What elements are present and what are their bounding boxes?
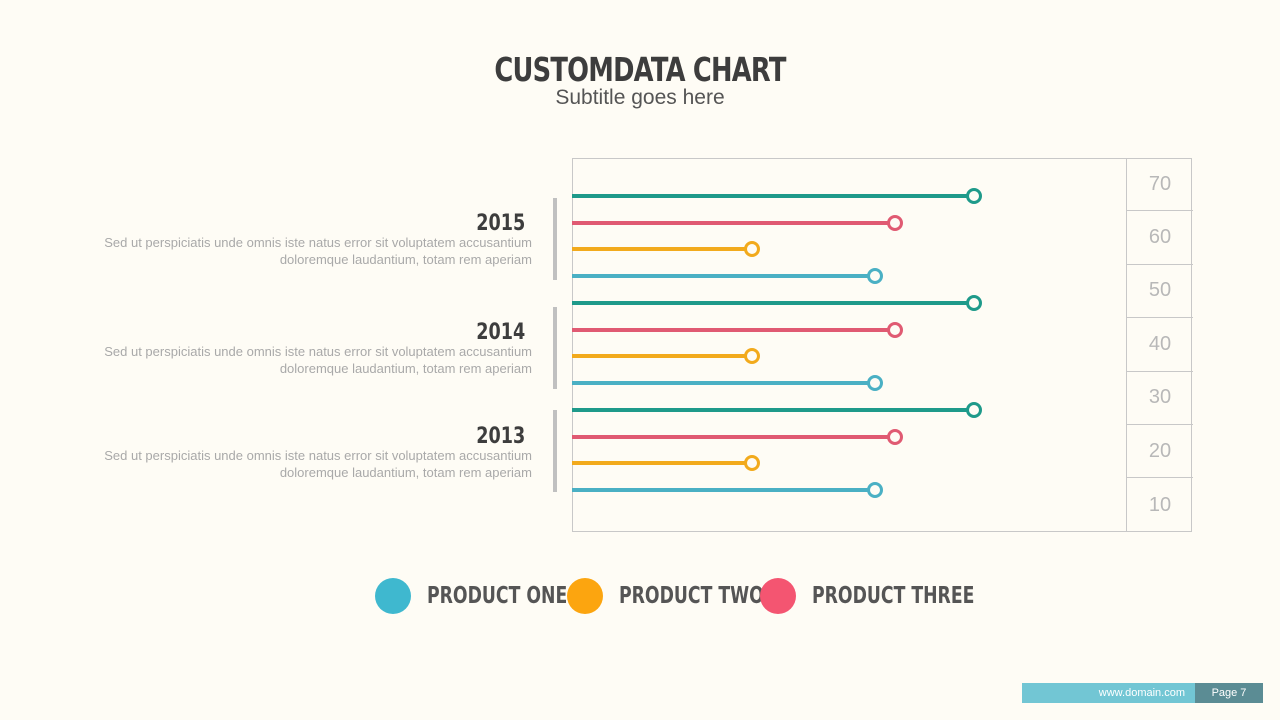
bar: [572, 194, 969, 198]
bar: [572, 274, 870, 279]
bar-endpoint-marker: [867, 482, 884, 499]
bar-endpoint-marker: [867, 268, 884, 285]
group-description: Sed ut perspiciatis unde omnis iste natu…: [104, 448, 532, 480]
group-divider: [553, 307, 557, 389]
legend-swatch-icon: [760, 578, 796, 614]
scale-label: 10: [1126, 478, 1193, 532]
legend-swatch-icon: [375, 578, 411, 614]
scale-column: 70 60 50 40 30 20 10: [1126, 158, 1193, 532]
scale-label: 40: [1126, 318, 1193, 372]
scale-label: 20: [1126, 424, 1193, 479]
bar-endpoint-marker: [744, 455, 761, 472]
group-year: 2013: [476, 424, 525, 449]
bar: [572, 327, 890, 332]
bar: [572, 301, 969, 305]
page-number: Page 7: [1195, 683, 1263, 703]
bar-endpoint-marker: [744, 241, 761, 258]
bar-endpoint-marker: [966, 402, 983, 418]
legend-item-product-one: PRODUCT ONE: [375, 578, 614, 614]
bar-endpoint-marker: [887, 428, 904, 445]
bar: [572, 488, 870, 493]
bar-endpoint-marker: [887, 321, 904, 338]
scale-label: 30: [1126, 371, 1193, 425]
group-description: Sed ut perspiciatis unde omnis iste natu…: [104, 344, 532, 376]
bar: [572, 461, 747, 466]
legend-item-product-three: PRODUCT THREE: [760, 578, 1029, 614]
chart-title: CUSTOMDATA CHART: [494, 50, 786, 89]
bar-endpoint-marker: [744, 348, 761, 365]
bar: [572, 220, 890, 225]
chart-plot-area: [572, 158, 1192, 532]
bar: [572, 381, 870, 386]
scale-label: 60: [1126, 211, 1193, 265]
group-description: Sed ut perspiciatis unde omnis iste natu…: [104, 235, 532, 267]
scale-label: 70: [1126, 158, 1193, 212]
bar: [572, 247, 747, 252]
bar: [572, 434, 890, 439]
bar-endpoint-marker: [966, 188, 983, 204]
group-divider: [553, 410, 557, 492]
bar-endpoint-marker: [887, 214, 904, 231]
bar: [572, 354, 747, 359]
group-divider: [553, 198, 557, 280]
footer-url: www.domain.com: [1022, 683, 1195, 703]
bar: [572, 408, 969, 412]
legend-item-product-two: PRODUCT TWO: [567, 578, 812, 614]
scale-label: 50: [1126, 264, 1193, 319]
bar-endpoint-marker: [966, 295, 983, 311]
legend-swatch-icon: [567, 578, 603, 614]
chart-subtitle: Subtitle goes here: [555, 86, 725, 109]
bar-endpoint-marker: [867, 375, 884, 392]
group-year: 2015: [476, 211, 525, 236]
group-year: 2014: [476, 320, 525, 345]
